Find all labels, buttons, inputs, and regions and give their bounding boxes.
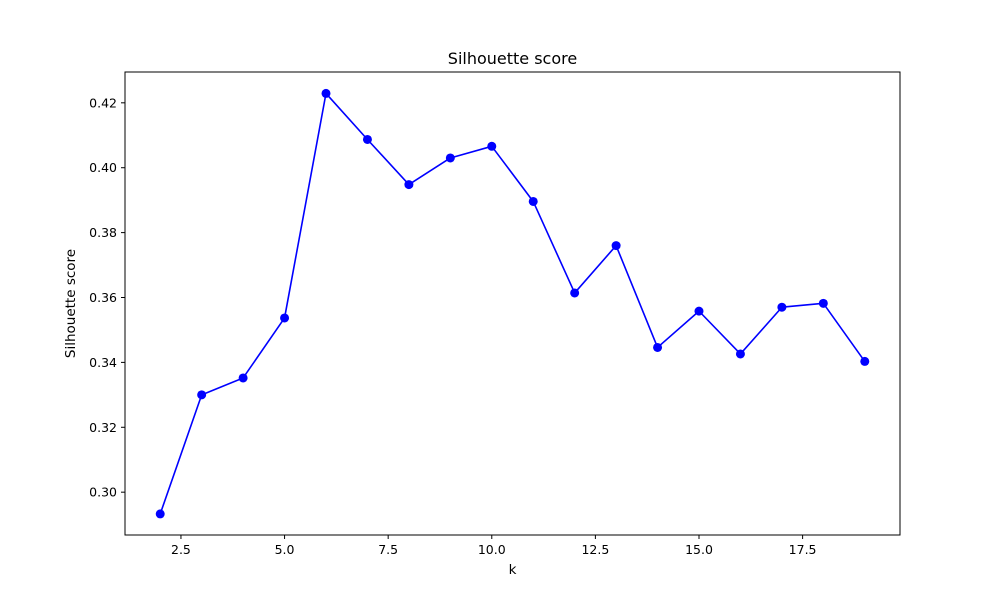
- x-tick-label: 17.5: [789, 542, 817, 557]
- data-point-marker: [197, 390, 207, 400]
- data-point-marker: [653, 342, 663, 352]
- data-point-marker: [321, 88, 331, 98]
- y-tick-label: 0.34: [89, 355, 117, 370]
- plot-area: [125, 72, 900, 535]
- y-tick-label: 0.36: [89, 290, 117, 305]
- series-layer: [155, 88, 870, 519]
- x-tick-label: 12.5: [581, 542, 609, 557]
- y-tick-label: 0.38: [89, 225, 117, 240]
- y-axis-label: Silhouette score: [63, 249, 79, 358]
- y-tick-label: 0.40: [89, 160, 117, 175]
- x-tick-label: 2.5: [171, 542, 191, 557]
- data-point-marker: [404, 180, 414, 190]
- data-point-marker: [238, 373, 248, 383]
- x-tick-label: 10.0: [478, 542, 506, 557]
- series-line: [159, 92, 866, 515]
- data-point-marker: [860, 356, 870, 366]
- x-axis-label: k: [509, 562, 517, 578]
- data-point-marker: [155, 509, 165, 519]
- data-point-marker: [694, 306, 704, 316]
- y-tick-label: 0.42: [89, 95, 117, 110]
- x-tick-label: 7.5: [378, 542, 398, 557]
- data-point-marker: [362, 134, 372, 144]
- data-point-marker: [445, 153, 455, 163]
- data-point-marker: [735, 349, 745, 359]
- data-point-marker: [280, 313, 290, 323]
- data-point-marker: [611, 241, 621, 251]
- x-axis-ticks: 2.5 5.0 7.5 10.0 12.5 15.0 17.5: [171, 535, 817, 557]
- y-tick-label: 0.32: [89, 420, 117, 435]
- data-point-marker: [570, 288, 580, 298]
- data-point-marker: [528, 196, 538, 206]
- plot-frame: [124, 71, 901, 536]
- y-tick-label: 0.30: [89, 485, 117, 500]
- x-tick-label: 15.0: [685, 542, 713, 557]
- data-point-marker: [818, 298, 828, 308]
- y-axis-ticks: 0.30 0.32 0.34 0.36 0.38 0.40 0.42: [89, 95, 125, 500]
- chart-title: Silhouette score: [448, 49, 577, 68]
- data-point-marker: [777, 302, 787, 312]
- x-tick-label: 5.0: [275, 542, 295, 557]
- data-point-marker: [487, 141, 497, 151]
